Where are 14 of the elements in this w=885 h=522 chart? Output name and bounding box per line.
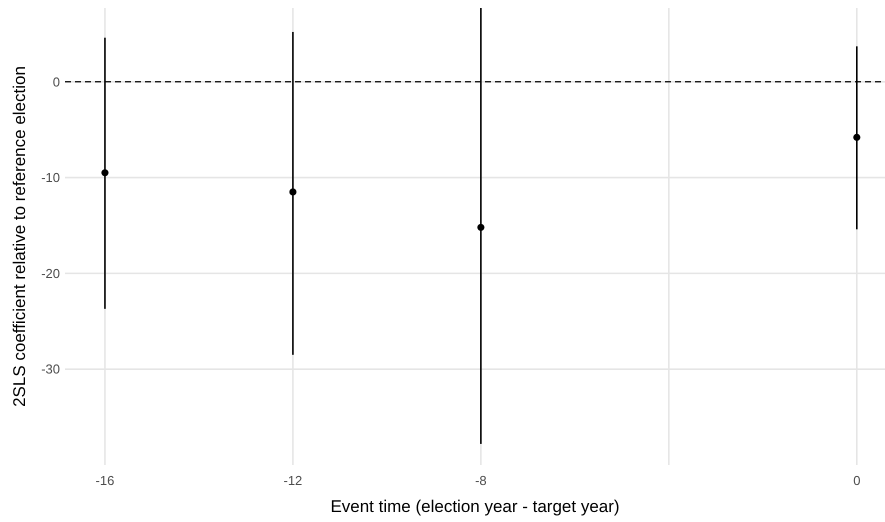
point bbox=[477, 224, 484, 231]
y-tick-label: -10 bbox=[41, 170, 60, 186]
point bbox=[853, 134, 860, 141]
y-axis-title: 2SLS coefficient relative to reference election bbox=[10, 66, 29, 407]
x-tick-label: 0 bbox=[853, 473, 860, 488]
point bbox=[101, 169, 109, 176]
point bbox=[289, 188, 296, 196]
y-tick-label: 0 bbox=[52, 74, 60, 90]
x-tick-label: -8 bbox=[475, 473, 487, 488]
y-tick-label: -30 bbox=[41, 362, 60, 377]
x-axis-title: Event time (election year - target year) bbox=[330, 497, 620, 516]
x-tick-label: -16 bbox=[96, 473, 114, 488]
y-tick-label: -20 bbox=[41, 266, 60, 281]
x-tick-label: -12 bbox=[284, 473, 302, 488]
